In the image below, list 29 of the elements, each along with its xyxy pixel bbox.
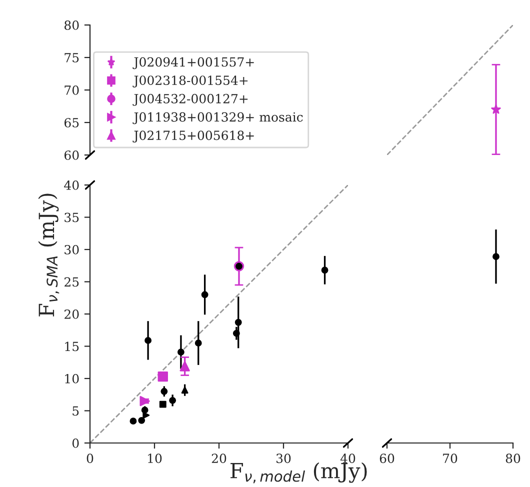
x-tick-label: 60 bbox=[380, 454, 394, 464]
x-tick-label: 20 bbox=[212, 454, 226, 464]
y-tick-label: 70 bbox=[64, 85, 79, 95]
legend-label: J002318-001554+ bbox=[132, 76, 248, 88]
y-tick-label: 30 bbox=[64, 244, 79, 254]
legend-label: J004532-000127+ bbox=[132, 94, 248, 106]
y-tick-label: 60 bbox=[64, 150, 79, 160]
y-tick-label: 65 bbox=[64, 118, 79, 128]
legend-label: J021715+005618+ bbox=[132, 130, 254, 142]
y-tick-label: 10 bbox=[65, 374, 79, 384]
y-tick-label: 80 bbox=[64, 20, 79, 30]
y-tick-label: 0 bbox=[72, 438, 79, 448]
y-tick-label: 5 bbox=[72, 406, 79, 416]
legend-label: J011938+001329+ mosaic bbox=[132, 112, 303, 124]
x-tick-label: 40 bbox=[340, 454, 356, 464]
legend-label: J020941+001557+ bbox=[132, 57, 254, 70]
y-axis-title: F$_{ν,SMA}$ (mJy) bbox=[38, 194, 60, 316]
y-tick-label: 40 bbox=[64, 180, 79, 190]
x-tick-label: 0 bbox=[86, 454, 94, 464]
x-tick-label: 80 bbox=[506, 454, 520, 464]
y-tick-label: 15 bbox=[65, 342, 79, 352]
y-tick-label: 35 bbox=[64, 212, 79, 222]
y-tick-label: 75 bbox=[64, 53, 79, 62]
y-tick-label: 20 bbox=[64, 309, 79, 319]
x-tick-label: 10 bbox=[148, 454, 162, 464]
x-axis-title: F$_{ν,model}$ (mJy) bbox=[230, 462, 367, 484]
x-tick-label: 30 bbox=[276, 454, 291, 464]
y-tick-label: 25 bbox=[64, 277, 79, 287]
x-tick-label: 70 bbox=[443, 454, 458, 464]
